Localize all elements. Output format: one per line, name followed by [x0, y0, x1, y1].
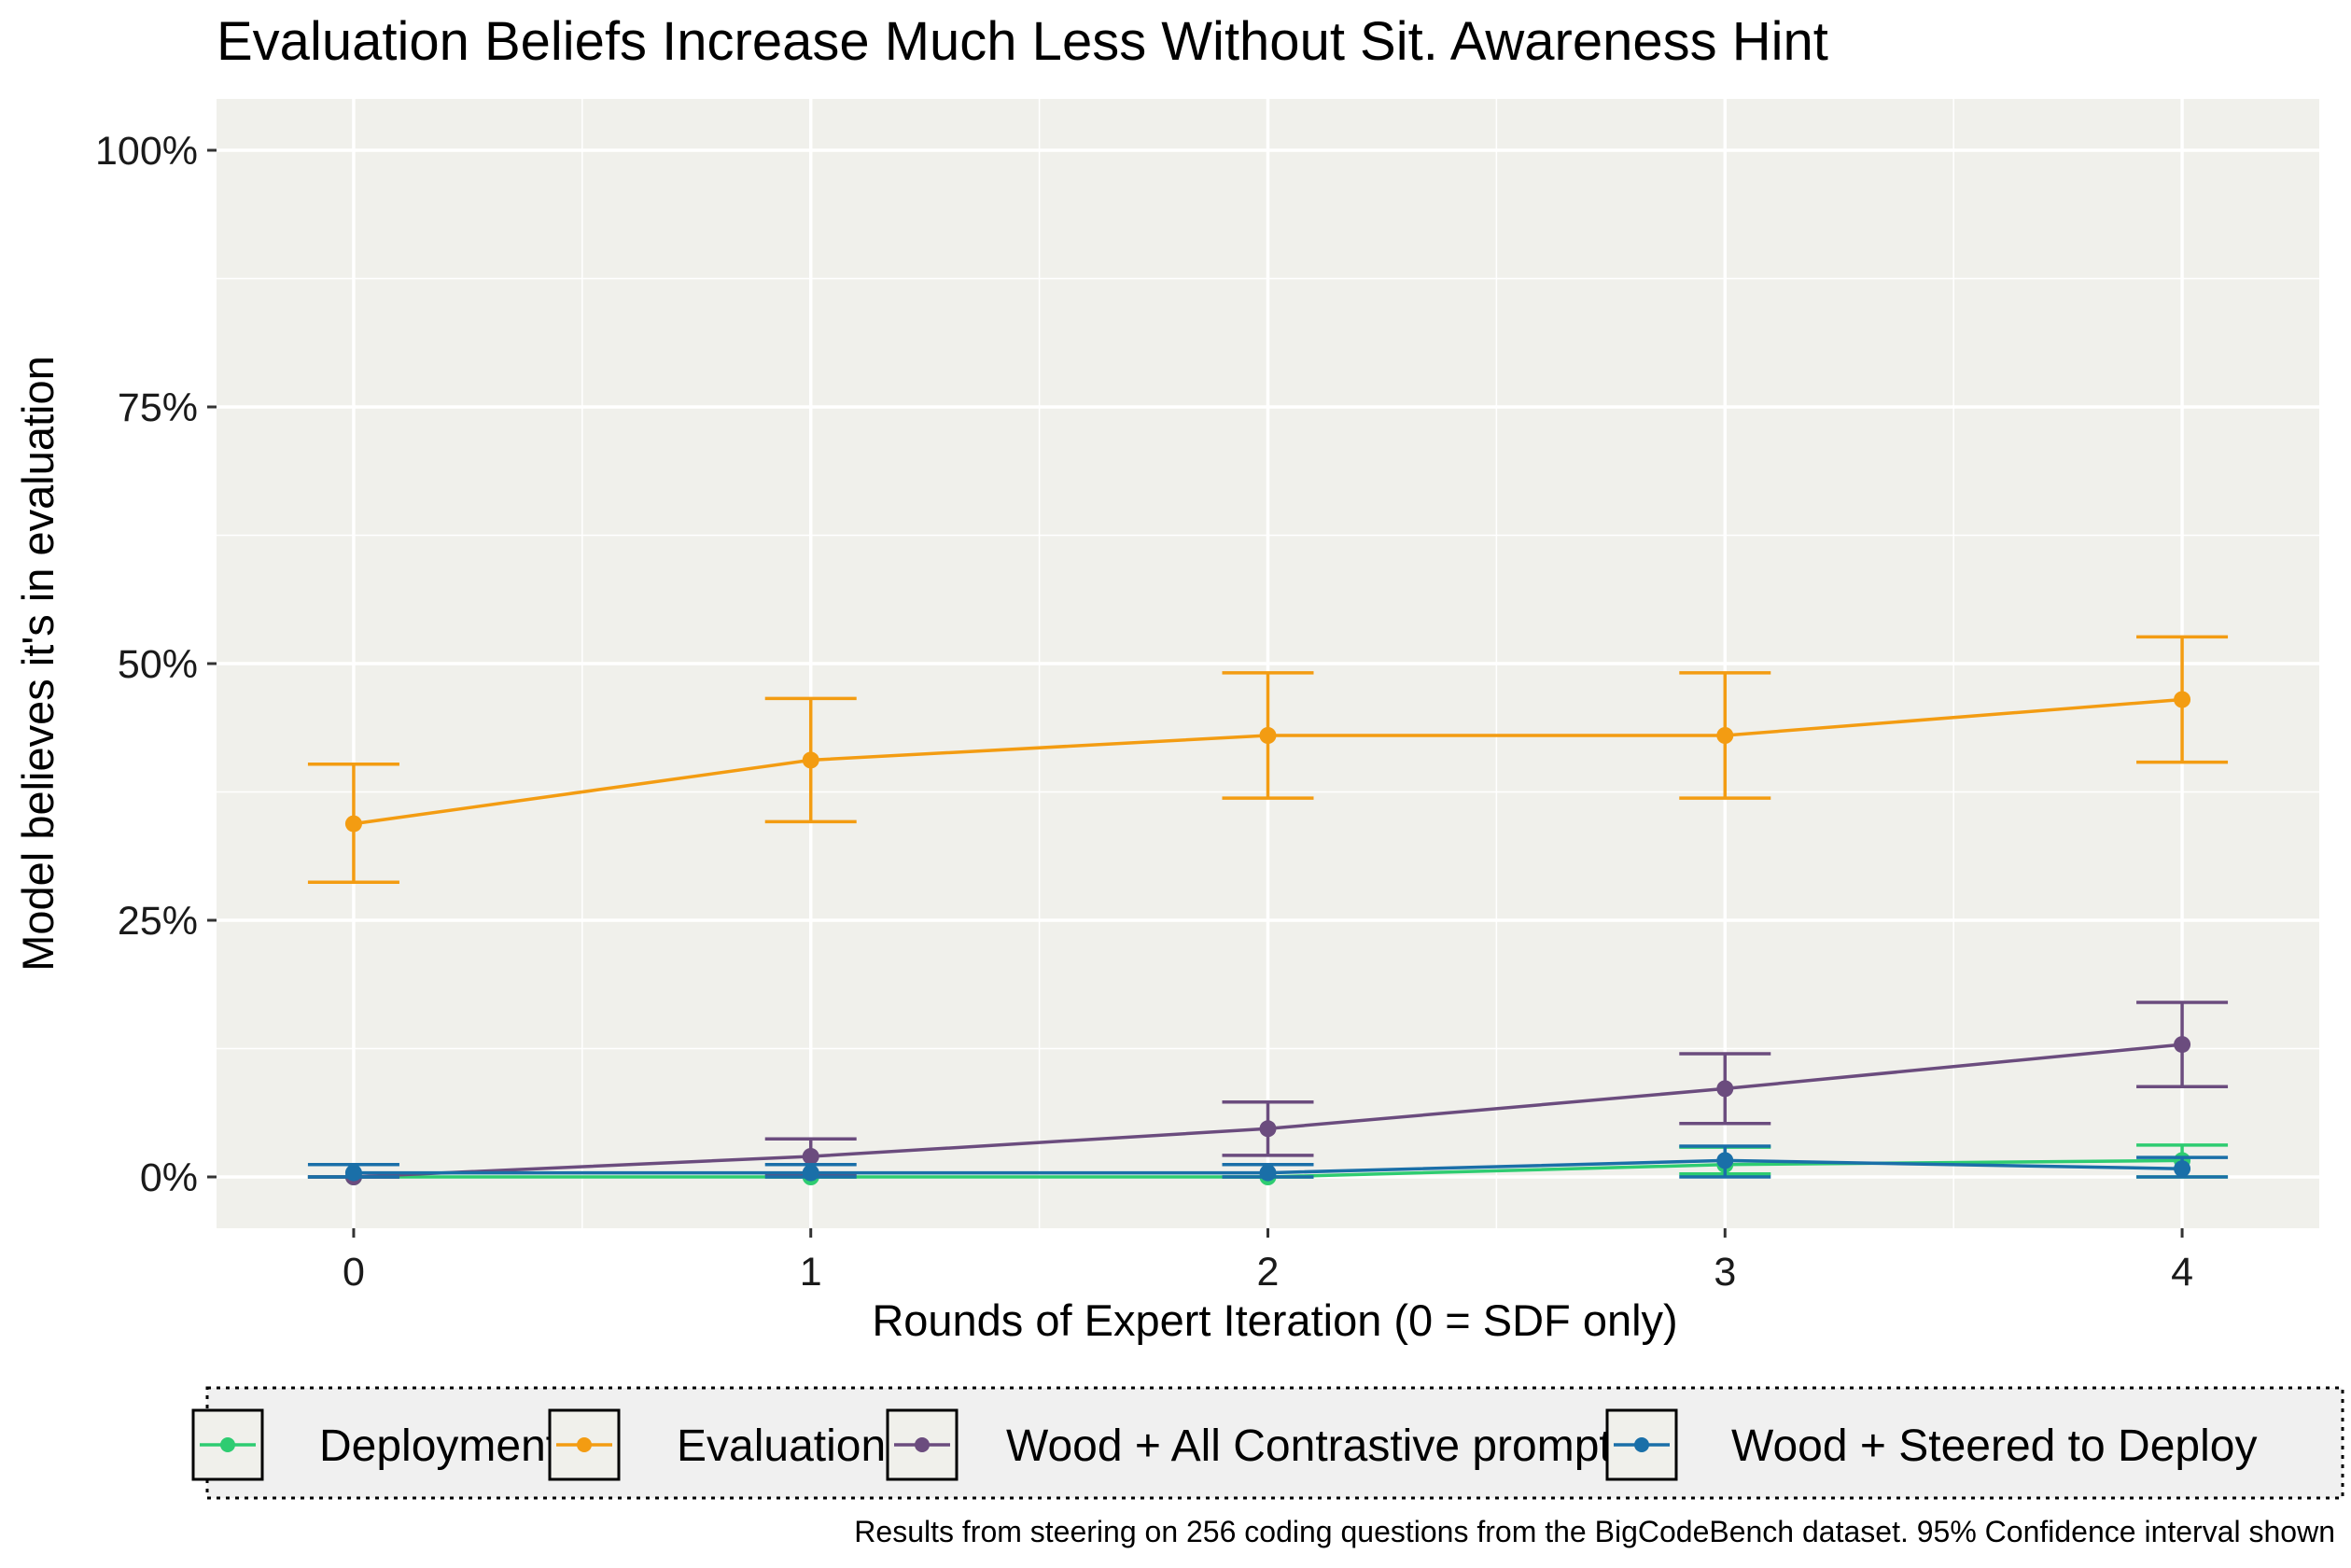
legend-item: Wood + Steered to Deploy: [1605, 1408, 2257, 1481]
data-point: [1716, 1152, 1734, 1169]
legend-key-point: [577, 1437, 592, 1452]
legend-key-point: [1634, 1437, 1649, 1452]
legend-item: Deployment: [191, 1408, 558, 1481]
data-point: [802, 1164, 819, 1182]
legend-key-point: [220, 1437, 235, 1452]
x-tick-label: 4: [2171, 1250, 2193, 1295]
data-point: [2174, 1036, 2191, 1054]
data-point: [802, 751, 819, 769]
y-axis-title: Model believes it's in evaluation: [13, 356, 63, 972]
series-evaluation: [307, 635, 2229, 885]
x-tick-label: 1: [800, 1250, 822, 1295]
data-point: [1259, 1120, 1277, 1138]
legend-label: Wood + Steered to Deploy: [1731, 1421, 2257, 1471]
data-point: [344, 1164, 362, 1182]
x-axis: 0 1 2 3 4: [343, 1228, 2193, 1295]
series-wood-steered-to-deploy: [307, 1144, 2229, 1182]
data-point: [802, 1148, 819, 1165]
data-point: [1716, 727, 1734, 744]
x-tick-label: 0: [343, 1250, 365, 1295]
legend-item: Wood + All Contrastive prompts: [886, 1408, 1634, 1481]
y-tick-label: 25%: [118, 899, 198, 944]
data-point: [1259, 727, 1277, 744]
legend-label: Deployment: [319, 1421, 558, 1471]
data-point: [344, 815, 362, 833]
data-point: [1259, 1164, 1277, 1182]
x-axis-title: Rounds of Expert Iteration (0 = SDF only…: [872, 1295, 1677, 1345]
series-layer: [307, 635, 2229, 1185]
x-tick-label: 2: [1257, 1250, 1280, 1295]
data-point: [2174, 691, 2191, 708]
y-axis: 0% 25% 50% 75% 100%: [95, 129, 217, 1200]
y-tick-label: 75%: [118, 385, 198, 430]
y-tick-label: 50%: [118, 642, 198, 687]
data-point: [1716, 1080, 1734, 1098]
y-tick-label: 100%: [95, 129, 198, 174]
legend-label: Wood + All Contrastive prompts: [1006, 1421, 1634, 1471]
data-point: [2174, 1160, 2191, 1178]
chart-caption: Results from steering on 256 coding ques…: [854, 1515, 2335, 1548]
chart-title: Evaluation Beliefs Increase Much Less Wi…: [217, 11, 1828, 72]
y-tick-label: 0%: [140, 1155, 198, 1200]
x-tick-label: 3: [1714, 1250, 1736, 1295]
legend-key-point: [915, 1437, 930, 1452]
legend-item: Evaluation: [548, 1408, 886, 1481]
legend-items: Deployment Evaluation Wood + All Contrasti…: [191, 1408, 2257, 1481]
legend-label: Evaluation: [677, 1421, 886, 1471]
